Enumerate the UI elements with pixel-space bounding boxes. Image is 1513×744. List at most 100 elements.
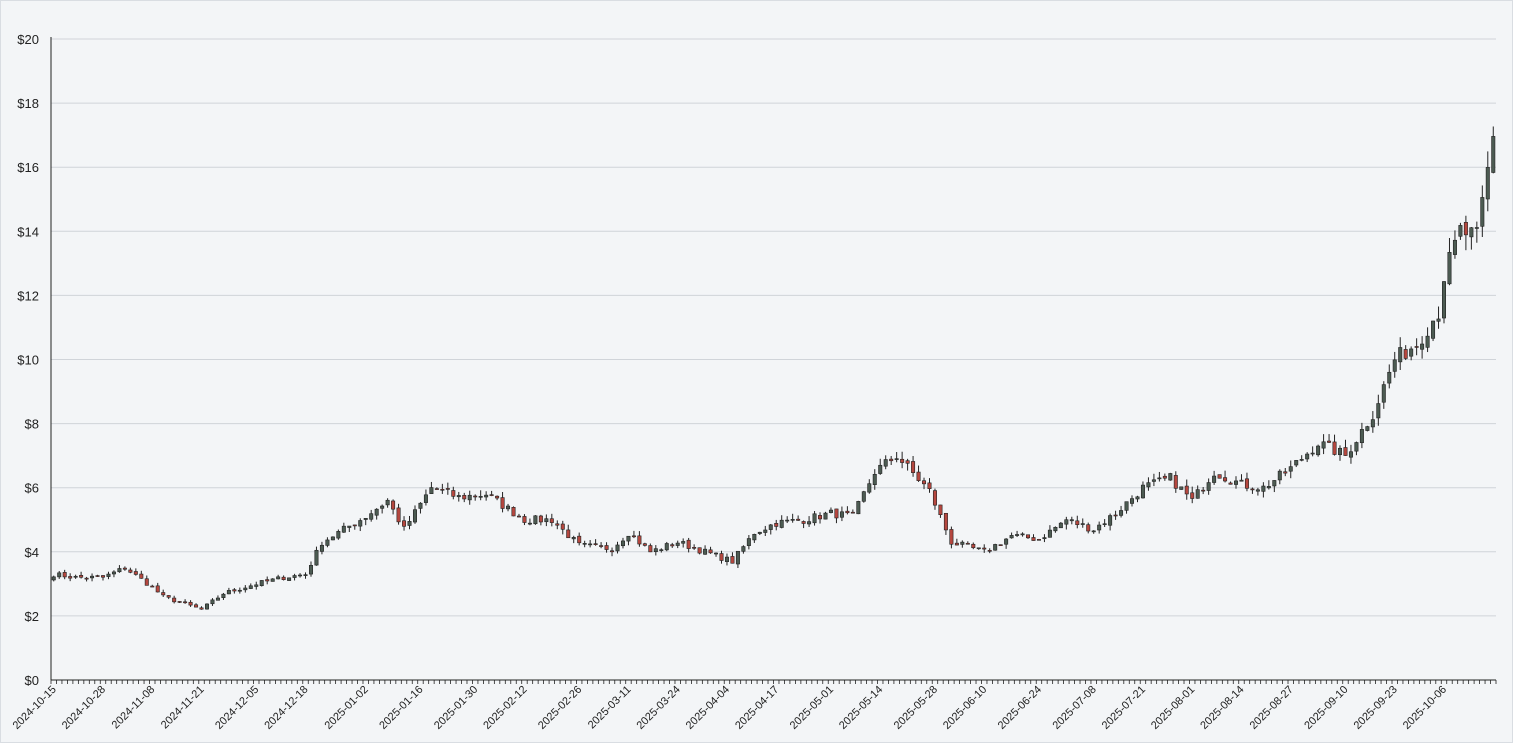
x-tick-label: 2025-03-11 xyxy=(586,684,634,732)
candle xyxy=(341,522,346,533)
candle-body xyxy=(254,584,259,587)
candle-body xyxy=(560,523,565,530)
candle xyxy=(856,500,861,515)
candle-body xyxy=(133,571,138,575)
candle xyxy=(139,570,144,579)
candle xyxy=(1299,455,1304,462)
y-tick-label: $12 xyxy=(17,288,39,303)
candle xyxy=(588,540,593,548)
candle-body xyxy=(1036,539,1041,541)
candle-body xyxy=(867,483,872,493)
candle xyxy=(391,499,396,515)
candle xyxy=(549,513,554,527)
candle xyxy=(648,543,653,553)
candle-body xyxy=(467,494,472,501)
candle-body xyxy=(352,524,357,527)
candle xyxy=(796,515,801,521)
candle-body xyxy=(1255,489,1260,492)
candle xyxy=(478,490,483,501)
candle-body xyxy=(730,556,735,564)
candle xyxy=(51,575,56,582)
candle-body xyxy=(1228,482,1233,485)
candle xyxy=(1376,394,1381,426)
candle xyxy=(708,546,713,554)
candle xyxy=(1162,473,1167,481)
candle xyxy=(1009,532,1014,539)
candle-body xyxy=(631,535,636,538)
candle-body xyxy=(402,520,407,527)
x-tick-label: 2025-06-10 xyxy=(941,684,989,732)
candle xyxy=(1086,522,1091,534)
candle xyxy=(90,573,95,582)
candle xyxy=(1173,471,1178,493)
candle xyxy=(500,491,505,513)
x-tick-label: 2025-10-06 xyxy=(1401,684,1449,732)
candle-body xyxy=(544,518,549,523)
x-tick-label: 2025-03-24 xyxy=(635,684,683,732)
candle xyxy=(495,495,500,501)
y-tick-label: $6 xyxy=(25,481,39,496)
candle-body xyxy=(155,585,160,593)
candle xyxy=(757,531,762,536)
candle-body xyxy=(1365,426,1370,431)
candle-body xyxy=(708,549,713,554)
candle-body xyxy=(1442,281,1446,319)
candle-body xyxy=(62,572,67,578)
candle-body xyxy=(1277,470,1282,481)
candle xyxy=(861,490,866,503)
candle-body xyxy=(516,515,521,518)
candle-body xyxy=(538,515,543,523)
candle xyxy=(1310,446,1315,457)
candle xyxy=(1168,472,1173,481)
candle-body xyxy=(642,543,647,546)
candle-body xyxy=(270,578,275,582)
candle xyxy=(1409,346,1414,361)
candle-body xyxy=(566,529,571,539)
candle xyxy=(516,513,521,518)
candle xyxy=(1403,345,1408,361)
candle xyxy=(352,524,357,530)
candle-body xyxy=(1151,479,1156,482)
candle-body xyxy=(1042,537,1047,540)
candle xyxy=(1283,467,1288,477)
x-tick-label: 2025-08-14 xyxy=(1198,684,1246,732)
candle-body xyxy=(473,495,478,498)
candle-body xyxy=(101,575,105,578)
candle xyxy=(719,550,724,564)
candle-body xyxy=(900,458,905,463)
candle xyxy=(511,506,516,517)
candle xyxy=(183,599,188,604)
candle-body xyxy=(522,516,527,523)
candle xyxy=(1414,338,1419,356)
candle xyxy=(1294,459,1299,468)
candle-body xyxy=(894,458,899,460)
candle xyxy=(642,542,647,547)
candle-body xyxy=(1179,486,1184,490)
candle xyxy=(1069,516,1074,525)
candle xyxy=(402,516,407,531)
candle xyxy=(319,541,324,555)
candle-body xyxy=(949,529,954,545)
candle-body xyxy=(774,523,779,527)
candle-body xyxy=(982,547,987,550)
candle-body xyxy=(122,567,127,570)
candle-body xyxy=(204,603,209,610)
candle-body xyxy=(604,545,609,550)
candle xyxy=(533,515,538,525)
candle-body xyxy=(1359,429,1364,444)
candle xyxy=(1036,538,1041,541)
x-tick-label: 2025-02-12 xyxy=(481,684,529,732)
candle-body xyxy=(1420,343,1425,350)
candle-body xyxy=(1080,523,1085,525)
candle-body xyxy=(1414,346,1419,348)
y-tick-label: $20 xyxy=(17,32,39,47)
candle-body xyxy=(976,547,981,550)
candle xyxy=(653,545,658,556)
x-tick-label: 2025-07-21 xyxy=(1100,684,1148,732)
candle-body xyxy=(1463,222,1468,236)
candle-body xyxy=(1310,452,1315,455)
candle-body xyxy=(1250,488,1255,491)
candle-body xyxy=(325,539,330,546)
candle-body xyxy=(965,542,970,545)
candle xyxy=(308,561,313,577)
